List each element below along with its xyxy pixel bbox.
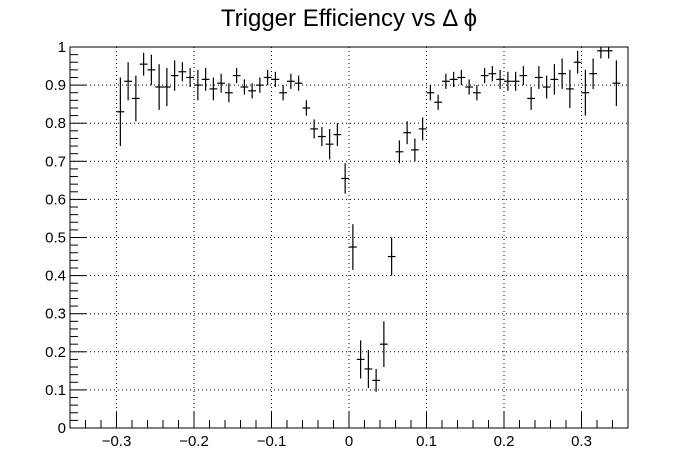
data-point (457, 69, 466, 86)
y-tick-label: 0.4 (45, 268, 66, 285)
data-point (511, 71, 520, 91)
data-point (356, 340, 365, 379)
data-point (178, 62, 187, 82)
data-point (542, 75, 551, 99)
data-point (527, 87, 535, 110)
data-point (124, 62, 132, 101)
data-point (263, 69, 272, 86)
data-point (248, 83, 256, 99)
data-point (294, 75, 303, 91)
data-point (395, 140, 404, 164)
x-tick-label: 0.3 (571, 433, 592, 450)
data-point (240, 79, 249, 95)
data-point (302, 100, 311, 116)
data-point (426, 85, 435, 101)
data-point (465, 79, 473, 95)
data-point (581, 69, 590, 116)
data-point (341, 163, 349, 194)
data-point (232, 67, 241, 84)
x-tick-label: 0 (345, 433, 353, 450)
chart-title: Trigger Efficiency vs Δ ϕ (221, 5, 477, 32)
x-tick-label: −0.3 (102, 433, 132, 450)
data-point (256, 77, 264, 93)
data-point (310, 119, 318, 139)
y-tick-label: 0.3 (45, 306, 66, 323)
data-point (372, 368, 380, 392)
y-tick-label: 0.8 (45, 115, 66, 132)
data-point (558, 58, 566, 89)
data-point (325, 128, 334, 160)
data-point (279, 85, 287, 101)
data-point (364, 349, 373, 388)
data-point (201, 67, 210, 91)
data-points (116, 47, 621, 392)
data-point (449, 71, 458, 88)
y-tick-label: 0 (58, 420, 66, 437)
y-tick-label: 0.1 (45, 382, 66, 399)
data-point (550, 64, 559, 95)
data-point (217, 73, 225, 93)
data-point (488, 66, 497, 82)
data-point (271, 71, 280, 88)
x-tick-label: 0.1 (416, 433, 437, 450)
data-point (209, 77, 218, 101)
data-point (480, 67, 489, 84)
data-point (612, 60, 621, 107)
y-tick-label: 0.5 (45, 230, 66, 247)
data-point (225, 83, 233, 103)
data-point (349, 224, 357, 270)
y-tick-label: 0.2 (45, 344, 66, 361)
y-tick-label: 1 (58, 39, 66, 56)
data-point (387, 237, 396, 276)
data-point (333, 123, 342, 147)
data-point (566, 69, 574, 108)
data-point (170, 60, 179, 91)
x-tick-label: −0.1 (257, 433, 287, 450)
tick-labels: 0 0.1 0.2 0.3 0.4 0.5 0.6 0.7 0.8 0.9 1 −0.3 −0.2 −0.… (45, 39, 592, 450)
axis-ticks (69, 46, 629, 429)
data-point (318, 127, 326, 147)
data-point (604, 47, 613, 59)
data-point (132, 75, 140, 122)
data-point (287, 73, 295, 89)
data-point (442, 73, 450, 89)
data-point (139, 52, 148, 76)
data-point (411, 138, 419, 162)
y-tick-label: 0.9 (45, 77, 66, 94)
data-point (163, 67, 171, 107)
grid-layer (70, 47, 628, 428)
data-point (519, 66, 528, 86)
data-point (573, 50, 582, 74)
x-tick-label: −0.2 (179, 433, 209, 450)
x-tick-label: 0.2 (494, 433, 515, 450)
data-point (418, 117, 427, 141)
data-point (589, 58, 597, 89)
data-point (147, 54, 156, 86)
data-point (380, 321, 388, 368)
data-point (116, 77, 125, 147)
data-point (597, 47, 605, 59)
y-tick-label: 0.7 (45, 153, 66, 170)
data-point (496, 69, 504, 89)
y-tick-label: 0.6 (45, 191, 66, 208)
data-point (155, 64, 163, 110)
data-point (434, 94, 442, 110)
data-point (473, 85, 481, 101)
data-point (504, 71, 512, 91)
data-point (194, 69, 202, 101)
data-point (403, 121, 411, 145)
data-point (535, 66, 543, 89)
data-point (186, 67, 194, 88)
